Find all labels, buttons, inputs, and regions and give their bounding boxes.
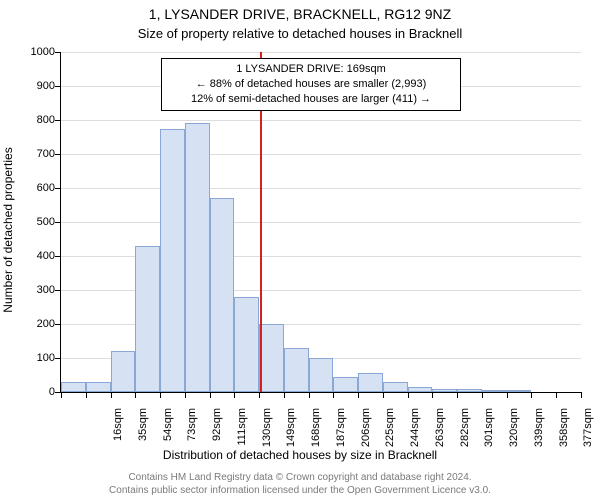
x-tick xyxy=(457,392,458,398)
grid-line xyxy=(61,188,581,189)
histogram-bar xyxy=(210,198,235,392)
histogram-bar xyxy=(457,389,482,392)
x-tick xyxy=(259,392,260,398)
histogram-bar xyxy=(309,358,334,392)
histogram-bar xyxy=(111,351,136,392)
histogram-bar xyxy=(234,297,259,392)
x-tick xyxy=(507,392,508,398)
x-tick xyxy=(581,392,582,398)
x-tick xyxy=(358,392,359,398)
y-tick xyxy=(55,290,61,291)
x-tick xyxy=(432,392,433,398)
x-tick xyxy=(210,392,211,398)
y-tick-label: 900 xyxy=(15,80,55,92)
y-tick xyxy=(55,358,61,359)
y-tick-label: 700 xyxy=(15,148,55,160)
y-tick xyxy=(55,154,61,155)
histogram-bar xyxy=(259,324,284,392)
x-axis-label: Distribution of detached houses by size … xyxy=(0,448,600,462)
y-tick-label: 100 xyxy=(15,352,55,364)
y-tick xyxy=(55,120,61,121)
x-tick xyxy=(284,392,285,398)
y-tick-label: 300 xyxy=(15,284,55,296)
y-tick-label: 600 xyxy=(15,182,55,194)
x-tick xyxy=(234,392,235,398)
x-tick xyxy=(333,392,334,398)
y-tick-label: 800 xyxy=(15,114,55,126)
grid-line xyxy=(61,222,581,223)
property-size-chart: 1, LYSANDER DRIVE, BRACKNELL, RG12 9NZ S… xyxy=(0,0,600,500)
footer-line: Contains public sector information licen… xyxy=(0,485,600,498)
histogram-bar xyxy=(432,389,457,392)
histogram-bar xyxy=(383,382,408,392)
info-box: 1 LYSANDER DRIVE: 169sqm ← 88% of detach… xyxy=(161,58,461,111)
footer-line: Contains HM Land Registry data © Crown c… xyxy=(0,472,600,485)
chart-subtitle: Size of property relative to detached ho… xyxy=(0,26,600,41)
info-line: 1 LYSANDER DRIVE: 169sqm xyxy=(170,62,452,77)
x-tick xyxy=(185,392,186,398)
x-tick xyxy=(556,392,557,398)
x-tick xyxy=(383,392,384,398)
x-tick xyxy=(160,392,161,398)
histogram-bar xyxy=(408,387,433,392)
histogram-bar xyxy=(185,123,210,392)
histogram-bar xyxy=(160,129,185,393)
x-tick xyxy=(86,392,87,398)
y-tick xyxy=(55,86,61,87)
y-tick xyxy=(55,222,61,223)
plot-area: 0100200300400500600700800900100016sqm35s… xyxy=(60,52,581,393)
grid-line xyxy=(61,154,581,155)
y-tick xyxy=(55,188,61,189)
grid-line xyxy=(61,120,581,121)
chart-title: 1, LYSANDER DRIVE, BRACKNELL, RG12 9NZ xyxy=(0,6,600,22)
x-tick xyxy=(135,392,136,398)
y-tick-label: 200 xyxy=(15,318,55,330)
x-tick xyxy=(531,392,532,398)
info-line: ← 88% of detached houses are smaller (2,… xyxy=(170,77,452,92)
x-tick xyxy=(408,392,409,398)
x-tick xyxy=(309,392,310,398)
y-tick xyxy=(55,256,61,257)
x-tick xyxy=(482,392,483,398)
histogram-bar xyxy=(507,390,532,392)
y-tick xyxy=(55,324,61,325)
histogram-bar xyxy=(333,377,358,392)
chart-footer: Contains HM Land Registry data © Crown c… xyxy=(0,472,600,497)
y-tick xyxy=(55,52,61,53)
y-tick-label: 400 xyxy=(15,250,55,262)
x-tick xyxy=(61,392,62,398)
info-line: 12% of semi-detached houses are larger (… xyxy=(170,92,452,107)
y-tick-label: 0 xyxy=(15,386,55,398)
histogram-bar xyxy=(284,348,309,392)
histogram-bar xyxy=(135,246,160,392)
y-axis-label: Number of detached properties xyxy=(1,147,15,312)
y-tick-label: 500 xyxy=(15,216,55,228)
y-tick-label: 1000 xyxy=(15,46,55,58)
x-tick xyxy=(111,392,112,398)
histogram-bar xyxy=(482,390,507,392)
grid-line xyxy=(61,52,581,53)
histogram-bar xyxy=(358,373,383,392)
histogram-bar xyxy=(86,382,111,392)
histogram-bar xyxy=(61,382,86,392)
